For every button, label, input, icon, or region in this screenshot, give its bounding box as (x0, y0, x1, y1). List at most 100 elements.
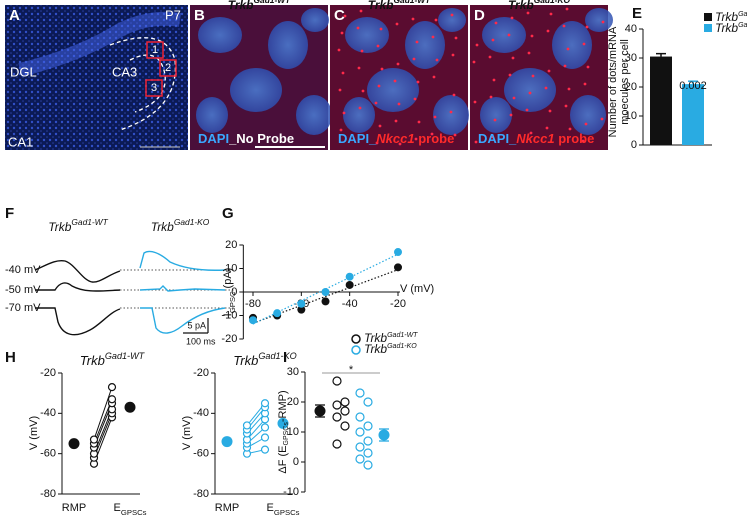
subscript: GPSCs (283, 422, 290, 446)
mean-point (314, 405, 326, 417)
mrna-dot (472, 60, 476, 64)
legend-label: TrkbGad1-WT (715, 10, 747, 24)
mrna-dot (508, 73, 512, 77)
data-point (332, 412, 342, 422)
mrna-dot (601, 20, 605, 24)
supscript: Gad1-WT (394, 0, 432, 5)
legend-label: TrkbGad1-KO (364, 342, 417, 356)
nucleus (433, 95, 469, 135)
micrographs (190, 5, 613, 150)
mrna-dot (376, 44, 380, 48)
data-point (394, 248, 402, 257)
region-label: CA1 (8, 134, 33, 149)
subscript: GPSC (228, 291, 237, 313)
supscript: Gad1-KO (738, 22, 747, 29)
mrna-dot (338, 88, 342, 92)
data-point (355, 427, 365, 437)
supscript: Gad1-KO (534, 0, 571, 5)
legend-label: TrkbGad1-WT (364, 331, 418, 345)
data-point (107, 395, 117, 404)
supscript: Gad1-KO (387, 343, 417, 350)
nucleus (296, 95, 332, 135)
mrna-dot (511, 56, 515, 60)
voltage-label: -40 mV (5, 264, 41, 276)
traces (34, 250, 235, 336)
mrna-dot (357, 66, 361, 70)
data-point (260, 423, 270, 432)
panel-title: TrkbGad1-KO (508, 0, 571, 12)
mrna-dot (412, 57, 416, 61)
trace-title: TrkbGad1-WT (48, 217, 108, 234)
caption-part: probe (555, 131, 595, 146)
trace (140, 307, 226, 334)
caption-part: _No Probe (228, 131, 294, 146)
caption-part: DAPI_ (338, 131, 377, 146)
panel-letter: B (194, 7, 205, 24)
data-point (355, 388, 365, 398)
text-part: Trkb (715, 21, 738, 35)
roi-number: 1 (152, 44, 158, 56)
nucleus (268, 21, 308, 69)
roi-box (159, 59, 177, 77)
mrna-dot (414, 137, 418, 141)
mrna-dot (566, 47, 570, 51)
y-tick-label: 40 (625, 23, 637, 35)
y-axis-label: IGPSC (pA) (222, 268, 237, 317)
mrna-dot (544, 86, 548, 90)
y-tick-label: 10 (225, 262, 237, 274)
data-point (332, 439, 342, 449)
mrna-dot (393, 79, 397, 83)
chart-title: TrkbGad1-KO (233, 351, 296, 368)
mrna-dot (547, 69, 551, 73)
mrna-dot (361, 89, 365, 93)
mrna-dot (342, 111, 346, 115)
panel-letter: D (474, 7, 485, 24)
data-point (363, 436, 373, 446)
data-point (363, 421, 373, 431)
supscript: Gad1-WT (387, 332, 418, 339)
mrna-dot (585, 25, 589, 29)
text-part: Trkb (233, 353, 258, 368)
supscript: Gad1-WT (71, 217, 108, 227)
text-part: Trkb (508, 0, 534, 12)
mrna-dot (565, 7, 569, 11)
mrna-dot (452, 93, 456, 97)
data-point (297, 305, 306, 314)
y-tick-label: -40 (193, 407, 209, 419)
x-tick-label: -80 (245, 298, 261, 310)
trace-title: TrkbGad1-KO (151, 217, 210, 234)
y-axis-label: V (mV) (181, 416, 193, 450)
caption-part: probe (415, 131, 455, 146)
text-part: -RMP) (277, 390, 289, 422)
data-point (363, 397, 373, 407)
mean-point (277, 417, 289, 429)
y-tick-label: 20 (287, 396, 299, 408)
data-point (345, 272, 354, 281)
data-point (260, 445, 270, 454)
nucleus (504, 68, 556, 112)
mrna-dot (359, 9, 363, 13)
text-part: I (222, 313, 234, 316)
mrna-dot (474, 140, 478, 144)
mrna-dot (567, 87, 571, 91)
y-tick-label: 0 (293, 456, 299, 468)
mrna-dot (433, 115, 437, 119)
mrna-dot (548, 109, 552, 113)
mrna-dot (586, 65, 590, 69)
mrna-dot (564, 104, 568, 108)
mrna-dot (492, 78, 496, 82)
y-axis-label: V (mV) (28, 416, 40, 450)
region-label: DGL (10, 64, 37, 79)
subscript: GPSCs (274, 508, 300, 517)
supscript: Gad1-WT (105, 351, 146, 361)
x-tick-label: EGPSCs (114, 502, 147, 517)
legend-swatch (704, 24, 712, 32)
roi-number: 3 (151, 82, 157, 94)
y-tick-label: -60 (193, 448, 209, 460)
mrna-dot (529, 131, 533, 135)
y-tick-label: 0 (231, 286, 237, 298)
panel-letter: F (5, 205, 14, 222)
region-label: CA3 (112, 64, 137, 79)
legend-marker (351, 334, 361, 344)
nucleus (343, 97, 375, 133)
